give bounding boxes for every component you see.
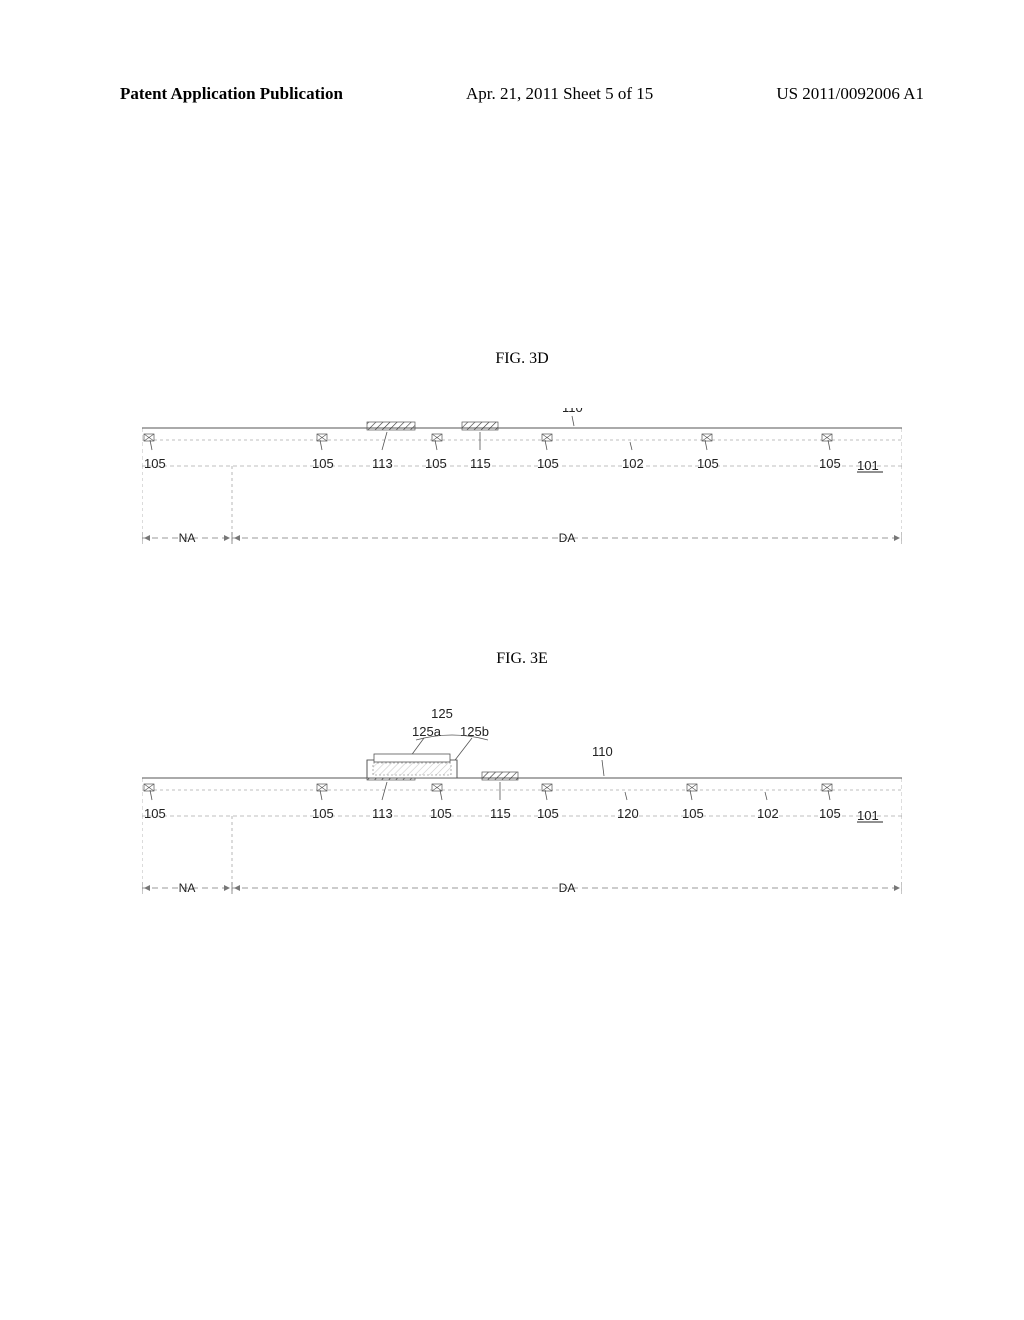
- svg-text:110: 110: [592, 744, 613, 759]
- svg-text:125a: 125a: [412, 724, 442, 739]
- page-header: Patent Application Publication Apr. 21, …: [120, 84, 924, 104]
- svg-text:101: 101: [857, 458, 879, 473]
- svg-text:105: 105: [144, 456, 166, 471]
- svg-text:113: 113: [372, 806, 393, 821]
- header-mid: Apr. 21, 2011 Sheet 5 of 15: [466, 84, 653, 104]
- svg-text:105: 105: [819, 806, 841, 821]
- svg-text:105: 105: [312, 806, 334, 821]
- svg-text:105: 105: [425, 456, 447, 471]
- svg-text:105: 105: [819, 456, 841, 471]
- header-left: Patent Application Publication: [120, 84, 343, 104]
- header-right: US 2011/0092006 A1: [776, 84, 924, 104]
- svg-text:102: 102: [622, 456, 644, 471]
- svg-text:113: 113: [372, 456, 393, 471]
- svg-text:125: 125: [431, 708, 453, 721]
- svg-text:DA: DA: [559, 531, 576, 545]
- svg-text:NA: NA: [179, 531, 196, 545]
- svg-text:102: 102: [757, 806, 779, 821]
- svg-text:105: 105: [682, 806, 704, 821]
- svg-text:105: 105: [144, 806, 166, 821]
- figure-3d-svg: 105 105 113 105 115 105 102 105 105 110 101 NA DA: [142, 408, 902, 588]
- svg-text:DA: DA: [559, 881, 576, 895]
- figure-3e-svg: 105 105 113 105 115 105 120 105 102 105 110 101 NA DA…: [142, 708, 902, 928]
- svg-text:105: 105: [312, 456, 334, 471]
- svg-text:110: 110: [562, 408, 583, 415]
- figure-3e-caption: FIG. 3E: [120, 650, 924, 668]
- svg-text:105: 105: [697, 456, 719, 471]
- svg-text:120: 120: [617, 806, 639, 821]
- svg-text:105: 105: [430, 806, 452, 821]
- svg-text:101: 101: [857, 808, 879, 823]
- svg-text:105: 105: [537, 806, 559, 821]
- figure-3d-caption: FIG. 3D: [120, 350, 924, 368]
- svg-text:105: 105: [537, 456, 559, 471]
- figure-3d-block: FIG. 3D 10510511310511510510210510511010…: [120, 350, 924, 588]
- svg-text:115: 115: [490, 806, 511, 821]
- svg-text:115: 115: [470, 456, 491, 471]
- svg-text:NA: NA: [179, 881, 196, 895]
- figure-3e-block: FIG. 3E 105 105 113 105 115 105 120 105 102 105 11…: [120, 650, 924, 928]
